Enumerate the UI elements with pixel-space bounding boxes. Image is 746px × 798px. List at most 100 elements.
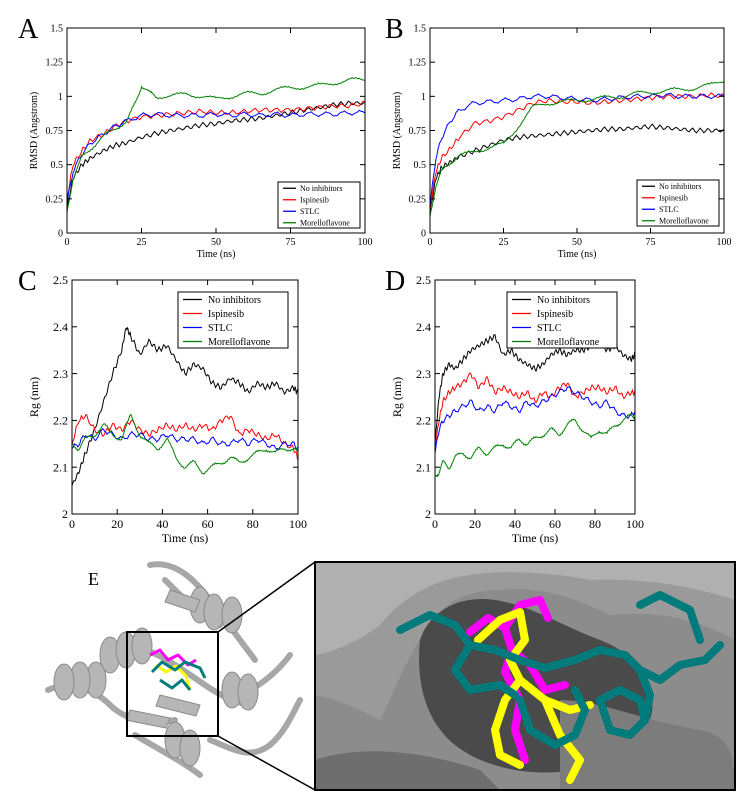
x-axis-label-d: Time (ns): [512, 531, 559, 545]
legend-label-c-stlc: STLC: [208, 323, 233, 334]
legend-label-c-ispinesib: Ispinesib: [208, 309, 244, 320]
series-line-a-ispinesib: [67, 100, 365, 199]
series-line-d-stlc: [435, 386, 635, 454]
chart-c: 0 20 40 60 80 100 2 2.1 2.2 2.3 2.4 2.5 Time (ns) Rg …: [27, 273, 307, 545]
series-line-c-ispinesib: [72, 414, 298, 460]
x-tick-label-d-0: 0: [432, 517, 438, 531]
x-tick-label-b-0: 0: [428, 237, 433, 248]
panel-letter-d: D: [385, 266, 405, 297]
legend-label-a-stlc: STLC: [300, 207, 320, 216]
y-axis-label-d: Rg (nm): [390, 377, 404, 417]
protein-structure: [45, 561, 303, 778]
legend-label-a-no_inhibitors: No inhibitors: [300, 184, 342, 193]
x-tick-label-a-0: 0: [65, 237, 70, 248]
panel-letter-c: C: [18, 266, 37, 297]
y-tick-label-d-5: 2.5: [416, 273, 431, 287]
zoom-box: [126, 631, 219, 737]
y-tick-label-b-4: 1: [421, 92, 426, 103]
plot-frame-d: [434, 279, 636, 515]
x-axis-label-a: Time (ns): [197, 249, 236, 260]
legend-label-a-ispinesib: Ispinesib: [300, 196, 329, 205]
x-tick-label-c-3: 60: [202, 517, 214, 531]
y-axis-label-a: RMSD (Angstrom): [29, 92, 40, 170]
y-tick-label-a-6: 1.5: [51, 24, 64, 35]
x-tick-label-a-3: 75: [286, 237, 296, 248]
series-line-d-ispinesib: [435, 372, 635, 449]
y-tick-label-d-3: 2.3: [416, 367, 431, 381]
series-line-c-no_inhibitors: [72, 326, 298, 487]
legend-label-d-no_inhibitors: No inhibitors: [537, 295, 590, 306]
legend-box-b: [636, 179, 720, 227]
zoom-line-top: [217, 561, 316, 633]
chart-d: 0 20 40 60 80 100 2 2.1 2.2 2.3 2.4 2.5 Time (ns) Rg …: [390, 273, 644, 545]
legend-label-c-morelloflavone: Morelloflavone: [208, 337, 271, 348]
series-line-c-stlc: [72, 428, 298, 451]
x-tick-label-c-5: 100: [289, 517, 307, 531]
x-tick-label-c-2: 40: [156, 517, 168, 531]
x-tick-label-b-1: 25: [499, 237, 509, 248]
x-tick-label-d-2: 40: [509, 517, 521, 531]
legend-label-c-no_inhibitors: No inhibitors: [208, 295, 261, 306]
x-tick-label-d-5: 100: [626, 517, 644, 531]
legend-label-b-stlc: STLC: [659, 205, 679, 214]
x-tick-label-c-1: 20: [111, 517, 123, 531]
x-tick-label-c-4: 80: [247, 517, 259, 531]
y-tick-label-b-1: 0.25: [409, 194, 427, 205]
y-tick-label-a-5: 1.25: [46, 58, 64, 69]
series-line-a-stlc: [67, 109, 365, 203]
y-axis-label-c: Rg (nm): [27, 377, 41, 417]
panel-letter-e: E: [88, 569, 99, 589]
plot-frame-c: [71, 279, 299, 515]
y-tick-label-d-0: 2: [425, 507, 431, 521]
y-tick-label-b-5: 1.25: [409, 58, 427, 69]
y-tick-label-d-1: 2.1: [416, 460, 431, 474]
x-tick-label-c-0: 0: [69, 517, 75, 531]
y-tick-label-b-2: 0.5: [414, 160, 427, 171]
y-tick-label-a-3: 0.75: [46, 126, 64, 137]
chart-b: 0 25 50 75 100 0 0.25 0.5 0.75 1 1.25 1.5 Time (ns) R…: [392, 24, 732, 261]
x-axis-label-c: Time (ns): [162, 531, 209, 545]
x-tick-label-a-4: 100: [358, 237, 373, 248]
x-tick-label-b-4: 100: [717, 237, 732, 248]
y-tick-label-a-0: 0: [58, 229, 63, 240]
legend-label-b-ispinesib: Ispinesib: [659, 194, 688, 203]
legend-box-a: [277, 181, 361, 229]
legend-label-d-stlc: STLC: [537, 323, 562, 334]
legend-box-c: [177, 291, 289, 349]
series-line-a-morelloflavone: [67, 77, 365, 213]
zoom-line-bottom: [217, 735, 316, 791]
y-tick-label-c-3: 2.3: [53, 367, 68, 381]
y-tick-label-c-2: 2.2: [53, 414, 68, 428]
series-line-a-no_inhibitors: [67, 100, 365, 209]
x-tick-label-a-2: 50: [211, 237, 221, 248]
series-line-b-morelloflavone: [430, 80, 724, 217]
y-tick-label-d-2: 2.2: [416, 414, 431, 428]
y-tick-label-c-1: 2.1: [53, 460, 68, 474]
series-line-c-morelloflavone: [72, 413, 298, 475]
legend-box-d: [506, 291, 618, 349]
legend-label-a-morelloflavone: Morelloflavone: [300, 219, 350, 228]
legend-label-b-no_inhibitors: No inhibitors: [659, 182, 701, 191]
panel-letter-b: B: [385, 14, 404, 45]
y-tick-label-c-5: 2.5: [53, 273, 68, 287]
series-line-d-morelloflavone: [435, 413, 635, 478]
x-tick-label-b-3: 75: [646, 237, 656, 248]
x-tick-label-d-3: 60: [549, 517, 561, 531]
y-tick-label-c-0: 2: [62, 507, 68, 521]
y-tick-label-a-4: 1: [58, 92, 63, 103]
y-tick-label-a-2: 0.5: [51, 160, 64, 171]
series-line-b-stlc: [430, 92, 724, 206]
y-tick-label-d-4: 2.4: [416, 320, 431, 334]
x-tick-label-a-1: 25: [137, 237, 147, 248]
legend-label-d-morelloflavone: Morelloflavone: [537, 337, 600, 348]
y-tick-label-a-1: 0.25: [46, 194, 64, 205]
x-tick-label-b-2: 50: [572, 237, 582, 248]
y-axis-label-b: RMSD (Angstrom): [392, 92, 403, 170]
y-tick-label-b-6: 1.5: [414, 24, 427, 35]
ligand-mini: [149, 648, 207, 691]
y-tick-label-b-0: 0: [421, 229, 426, 240]
x-tick-label-d-4: 80: [589, 517, 601, 531]
legend-label-d-ispinesib: Ispinesib: [537, 309, 573, 320]
